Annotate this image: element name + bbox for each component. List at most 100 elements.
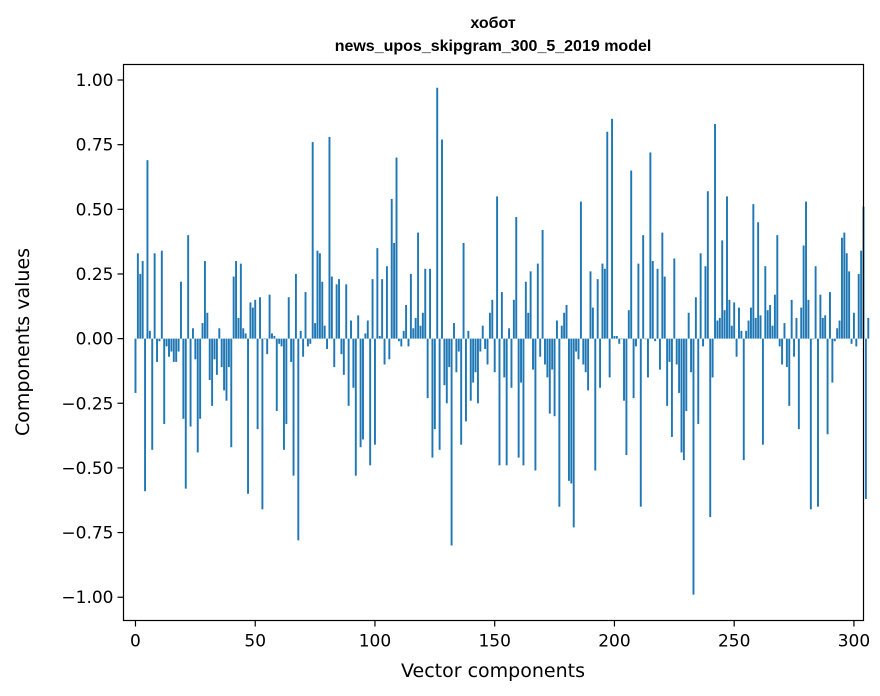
y-tick-label: 0.50 (76, 200, 114, 220)
bar-component-36 (220, 338, 223, 368)
bar-component-225 (673, 258, 676, 339)
bar-component-299 (850, 338, 853, 344)
bar-component-160 (517, 338, 520, 458)
x-tick-label: 0 (130, 632, 141, 652)
bar-component-200 (613, 336, 616, 339)
bar-component-107 (390, 198, 393, 339)
bar-component-27 (199, 338, 202, 419)
bar-component-127 (438, 338, 441, 450)
bar-component-212 (642, 235, 645, 339)
bar-component-252 (738, 307, 740, 339)
bar-component-226 (675, 338, 678, 365)
bar-component-166 (532, 338, 534, 370)
x-axis-ticks: 0 50 100 150 200 250 300 (130, 620, 870, 652)
bar-component-23 (189, 338, 192, 427)
bar-component-116 (412, 328, 415, 339)
bar-component-126 (436, 87, 439, 339)
bar-component-242 (714, 123, 716, 339)
bar-component-235 (697, 338, 700, 424)
bar-component-3 (141, 261, 144, 339)
bar-component-256 (747, 320, 750, 339)
bar-component-109 (395, 157, 398, 339)
bar-component-168 (536, 263, 539, 339)
bar-component-184 (575, 338, 578, 352)
bar-component-13 (165, 338, 168, 347)
bar-component-35 (218, 328, 221, 339)
bar-component-122 (426, 338, 429, 399)
bar-component-47 (247, 338, 249, 494)
bar-component-271 (783, 323, 786, 339)
bar-component-88 (345, 284, 348, 339)
bar-component-191 (591, 307, 594, 339)
bar-component-59 (275, 338, 278, 412)
bar-component-51 (256, 338, 259, 430)
bar-component-236 (699, 253, 702, 339)
bar-component-289 (826, 338, 829, 435)
bar-component-232 (690, 338, 693, 373)
x-axis-label: Vector components (401, 660, 585, 682)
bar-component-61 (280, 338, 283, 347)
bar-component-132 (450, 338, 453, 546)
bar-component-259 (754, 317, 757, 339)
bar-component-117 (414, 317, 417, 339)
bar-component-129 (443, 338, 446, 386)
bar-component-201 (615, 336, 618, 339)
bar-component-295 (840, 237, 843, 339)
bar-component-296 (843, 232, 846, 339)
x-tick-label: 200 (598, 632, 630, 652)
bar-component-154 (503, 338, 506, 378)
bar-component-223 (668, 338, 671, 362)
bar-component-91 (352, 338, 355, 388)
bar-component-176 (556, 320, 558, 339)
bar-component-182 (570, 338, 573, 484)
bar-component-43 (237, 317, 240, 339)
bar-component-94 (359, 338, 362, 448)
bar-component-41 (232, 276, 235, 339)
bar-component-290 (829, 292, 831, 339)
bar-component-76 (316, 250, 319, 339)
bar-component-181 (567, 338, 570, 481)
bar-component-247 (726, 196, 728, 339)
bar-component-18 (177, 338, 180, 352)
bar-component-277 (797, 338, 800, 430)
bar-component-62 (283, 338, 285, 450)
bar-component-4 (144, 338, 147, 492)
bar-component-253 (740, 330, 743, 339)
bar-component-92 (354, 338, 357, 476)
bar-component-300 (852, 312, 855, 339)
bar-component-148 (488, 312, 491, 339)
y-tick-label: 0.25 (76, 265, 114, 285)
bar-component-239 (706, 191, 709, 339)
bar-component-98 (369, 338, 372, 466)
bar-component-141 (472, 338, 475, 383)
bar-component-54 (263, 338, 266, 340)
bar-component-227 (678, 338, 681, 393)
bar-component-89 (347, 338, 350, 406)
bar-component-244 (718, 317, 721, 339)
bar-component-95 (362, 338, 364, 440)
bar-component-266 (771, 325, 774, 339)
bar-component-28 (201, 323, 204, 339)
bar-component-222 (666, 338, 669, 406)
bar-component-83 (333, 338, 336, 368)
bar-component-284 (814, 266, 817, 339)
bar-component-17 (175, 338, 178, 362)
bar-component-248 (728, 299, 731, 339)
bar-component-24 (191, 328, 194, 339)
bar-component-161 (520, 338, 522, 383)
bar-component-195 (601, 263, 604, 339)
bar-component-264 (766, 310, 769, 339)
bar-component-270 (781, 338, 784, 365)
bar-component-63 (285, 338, 288, 424)
bar-component-60 (278, 338, 281, 344)
bar-component-77 (318, 253, 321, 339)
bar-component-282 (809, 338, 812, 510)
bar-component-32 (211, 338, 214, 406)
bar-component-45 (242, 328, 245, 339)
bar-component-108 (393, 242, 396, 339)
bar-component-305 (864, 338, 867, 499)
bar-component-234 (694, 297, 697, 339)
bar-component-276 (795, 317, 798, 339)
bar-component-34 (215, 338, 218, 375)
bar-component-254 (742, 338, 745, 461)
